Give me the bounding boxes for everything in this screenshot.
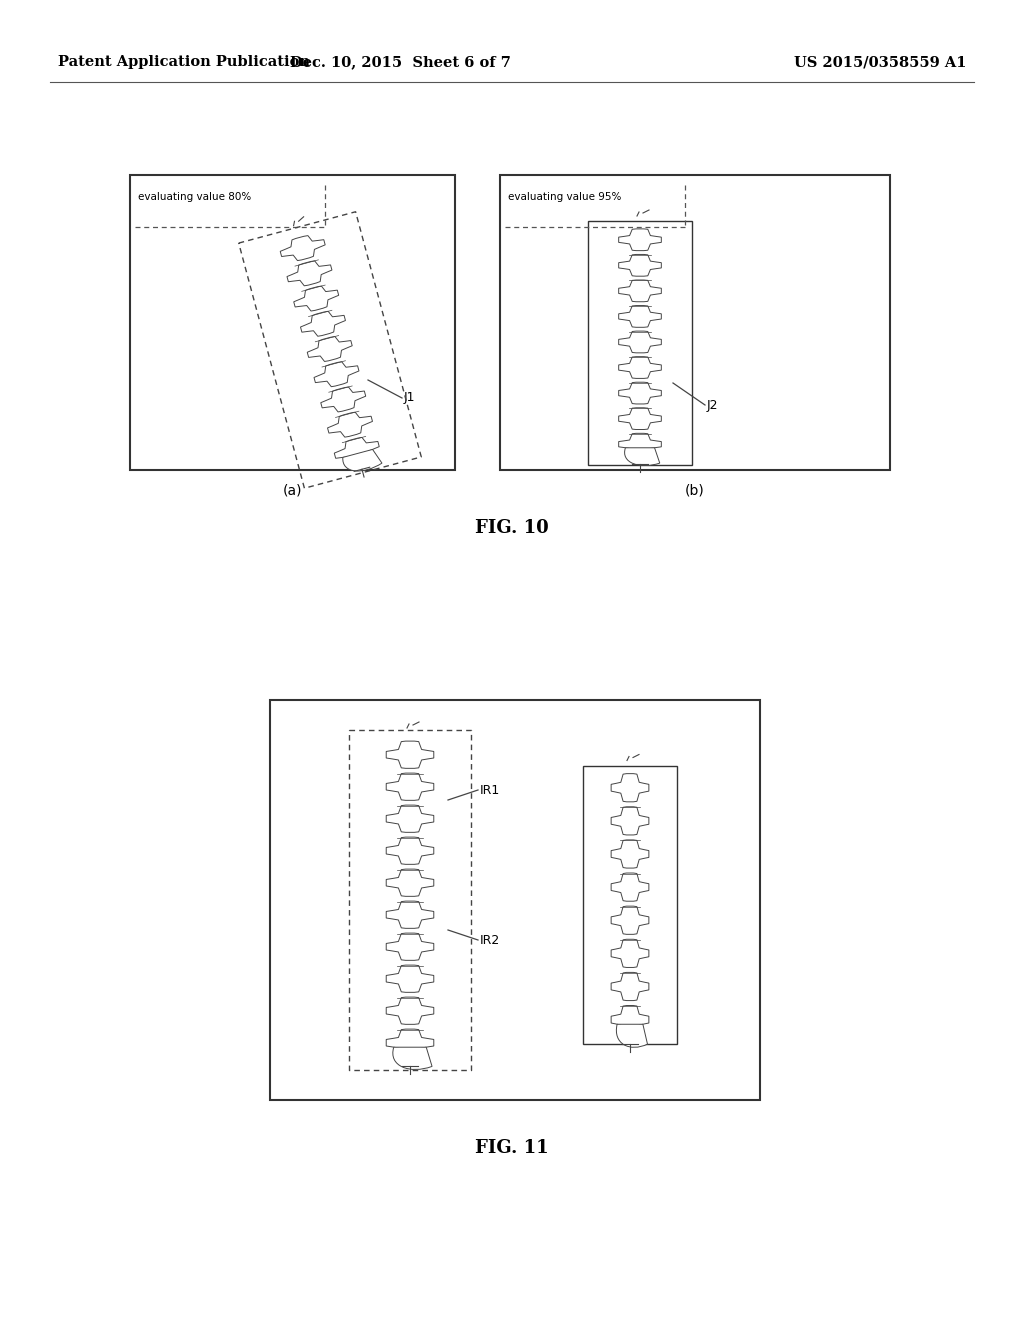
- PathPatch shape: [386, 805, 434, 833]
- Text: US 2015/0358559 A1: US 2015/0358559 A1: [794, 55, 966, 69]
- Bar: [270, 700, 760, 1100]
- PathPatch shape: [281, 236, 326, 260]
- Text: Dec. 10, 2015  Sheet 6 of 7: Dec. 10, 2015 Sheet 6 of 7: [290, 55, 510, 69]
- PathPatch shape: [618, 356, 662, 379]
- PathPatch shape: [618, 255, 662, 276]
- PathPatch shape: [386, 1030, 434, 1056]
- PathPatch shape: [314, 362, 359, 387]
- Text: evaluating value 80%: evaluating value 80%: [138, 191, 251, 202]
- PathPatch shape: [611, 807, 649, 836]
- PathPatch shape: [334, 437, 379, 462]
- Bar: [588, 220, 692, 465]
- PathPatch shape: [616, 1024, 647, 1047]
- PathPatch shape: [300, 312, 345, 337]
- PathPatch shape: [343, 449, 382, 471]
- Text: Patent Application Publication: Patent Application Publication: [58, 55, 310, 69]
- PathPatch shape: [386, 997, 434, 1024]
- Text: evaluating value 95%: evaluating value 95%: [508, 191, 622, 202]
- Text: IR2: IR2: [480, 933, 501, 946]
- PathPatch shape: [618, 280, 662, 302]
- Bar: [500, 176, 890, 470]
- PathPatch shape: [328, 412, 373, 437]
- PathPatch shape: [611, 973, 649, 1001]
- PathPatch shape: [321, 387, 366, 412]
- Text: FIG. 11: FIG. 11: [475, 1139, 549, 1158]
- Text: (b): (b): [685, 483, 705, 498]
- PathPatch shape: [611, 840, 649, 869]
- PathPatch shape: [294, 286, 339, 312]
- PathPatch shape: [618, 381, 662, 404]
- PathPatch shape: [618, 433, 662, 455]
- PathPatch shape: [386, 774, 434, 800]
- PathPatch shape: [625, 447, 659, 466]
- Text: FIG. 10: FIG. 10: [475, 519, 549, 537]
- PathPatch shape: [611, 1006, 649, 1034]
- PathPatch shape: [386, 965, 434, 993]
- Text: (a): (a): [283, 483, 302, 498]
- PathPatch shape: [386, 869, 434, 896]
- PathPatch shape: [386, 741, 434, 768]
- PathPatch shape: [618, 331, 662, 352]
- Text: J2: J2: [707, 399, 719, 412]
- PathPatch shape: [287, 261, 332, 286]
- Bar: [130, 176, 455, 470]
- PathPatch shape: [618, 408, 662, 429]
- PathPatch shape: [618, 305, 662, 327]
- Text: IR1: IR1: [480, 784, 501, 796]
- PathPatch shape: [393, 1047, 432, 1069]
- PathPatch shape: [307, 337, 352, 362]
- PathPatch shape: [611, 906, 649, 935]
- PathPatch shape: [611, 939, 649, 968]
- PathPatch shape: [611, 873, 649, 902]
- PathPatch shape: [611, 774, 649, 803]
- Text: J1: J1: [404, 392, 416, 404]
- PathPatch shape: [386, 933, 434, 961]
- PathPatch shape: [386, 837, 434, 865]
- PathPatch shape: [386, 902, 434, 928]
- Bar: [583, 766, 677, 1044]
- PathPatch shape: [618, 228, 662, 251]
